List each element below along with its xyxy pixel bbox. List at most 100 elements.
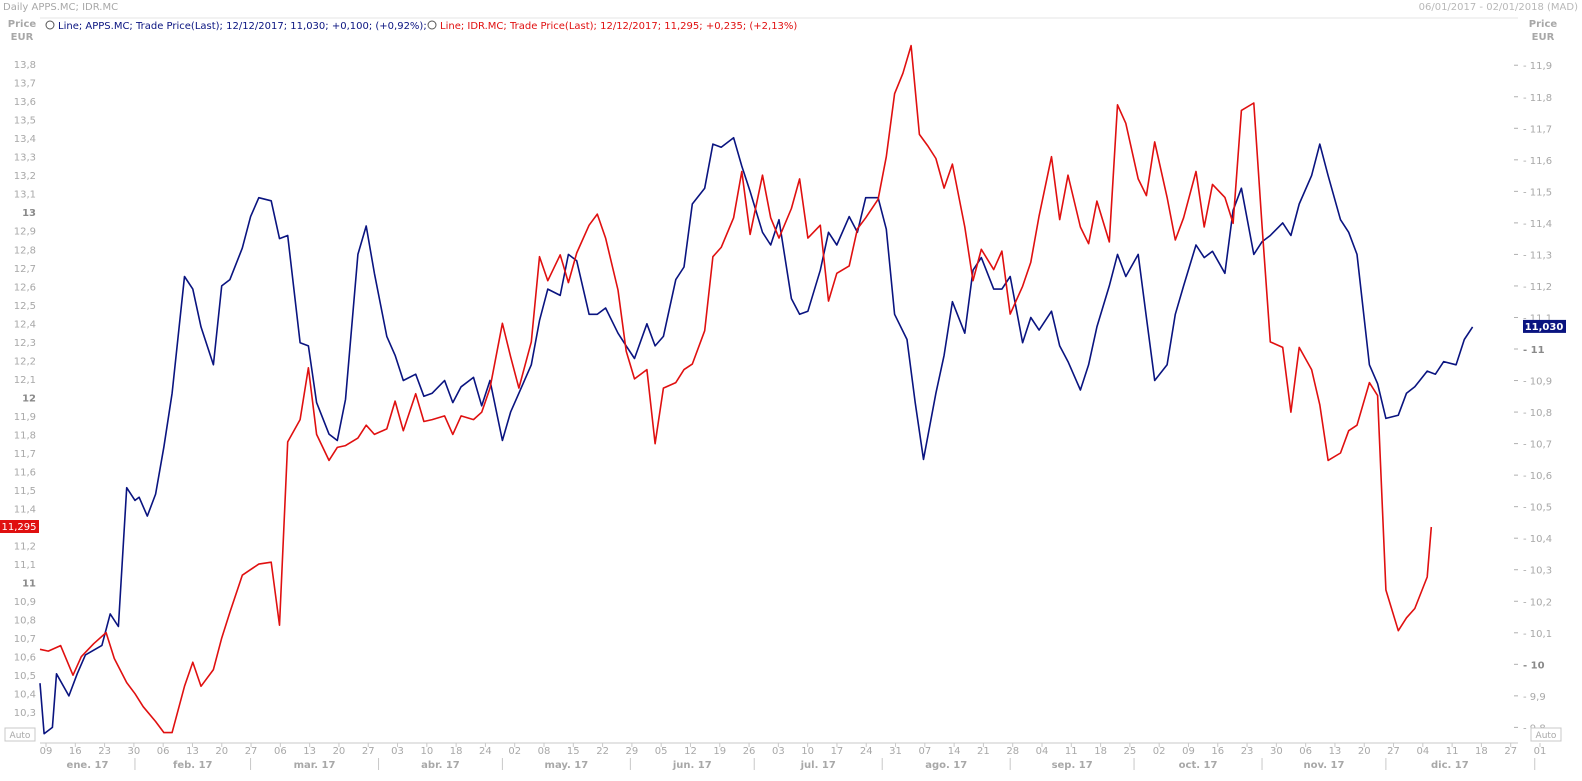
- right-auto-button[interactable]: Auto: [1530, 727, 1562, 742]
- left-tick-label: 12,2: [14, 356, 36, 367]
- right-tick-label: - 10,5: [1523, 503, 1552, 514]
- right-tick-label: - 10,7: [1523, 440, 1552, 451]
- x-tick-label: 30: [1270, 746, 1283, 757]
- right-tick-label: - 10,4: [1523, 534, 1552, 545]
- right-tick-label: - 10,6: [1523, 471, 1552, 482]
- x-tick-label: 09: [40, 746, 53, 757]
- x-tick-label: 25: [1124, 746, 1137, 757]
- x-tick-label: 29: [626, 746, 639, 757]
- left-tick-label: 13: [22, 208, 36, 219]
- x-tick-label: 03: [772, 746, 785, 757]
- right-tick-label: - 11,6: [1523, 156, 1552, 167]
- x-tick-label: 13: [186, 746, 199, 757]
- left-tick-label: 13,6: [14, 97, 36, 108]
- right-tick-label: - 10: [1523, 660, 1545, 671]
- right-tick-label: - 10,3: [1523, 566, 1552, 577]
- x-tick-label: 11: [1446, 746, 1459, 757]
- series-line-idr-mc: [39, 44, 1433, 734]
- x-axis-ticks: 09 16 23 30 06 13 20 27 06 13 20 27 03 10 18 24 02 08 15 22…: [40, 743, 1547, 771]
- month-label: abr. 17: [421, 760, 460, 771]
- left-tick-label: 12,8: [14, 245, 36, 256]
- left-tick-label: 13,4: [14, 134, 36, 145]
- legend-item-apps[interactable]: Line; APPS.MC; Trade Price(Last); 12/12/…: [45, 20, 427, 32]
- x-tick-label: 01: [1534, 746, 1547, 757]
- month-label: oct. 17: [1179, 760, 1218, 771]
- left-auto-button[interactable]: Auto: [4, 727, 36, 742]
- x-tick-label: 12: [684, 746, 697, 757]
- left-tick-label: 12,7: [14, 264, 36, 275]
- left-tick-label: 10,5: [14, 671, 36, 682]
- left-tick-label: 11: [22, 579, 36, 590]
- month-label: jul. 17: [800, 760, 836, 771]
- x-tick-label: 19: [713, 746, 726, 757]
- left-tick-label: 12,4: [14, 319, 36, 330]
- right-axis-ticks: - 9,8- 9,9- 10- 10,1- 10,2- 10,3- 10,4- …: [1514, 61, 1552, 734]
- legend-item-idr[interactable]: Line; IDR.MC; Trade Price(Last); 12/12/2…: [427, 20, 797, 32]
- month-label: ago. 17: [925, 760, 967, 771]
- left-last-value-badge: 11,295: [0, 520, 39, 533]
- x-tick-label: 13: [303, 746, 316, 757]
- chart-header-date-range: 06/01/2017 - 02/01/2018 (MAD): [1419, 2, 1578, 13]
- x-tick-label: 27: [362, 746, 375, 757]
- left-tick-label: 10,7: [14, 634, 36, 645]
- x-tick-label: 18: [1475, 746, 1488, 757]
- x-tick-label: 27: [1504, 746, 1517, 757]
- x-tick-label: 06: [1299, 746, 1312, 757]
- right-tick-label: - 10,1: [1523, 629, 1552, 640]
- left-axis-unit: EUR: [11, 32, 34, 43]
- x-tick-label: 05: [655, 746, 668, 757]
- right-tick-label: - 11,7: [1523, 124, 1552, 135]
- left-last-value-text: 11,295: [2, 522, 37, 533]
- x-tick-label: 06: [274, 746, 287, 757]
- month-label: ene. 17: [67, 760, 109, 771]
- x-tick-label: 04: [1416, 746, 1429, 757]
- series-line-apps-mc: [39, 136, 1474, 735]
- x-tick-label: 27: [245, 746, 258, 757]
- right-tick-label: - 11,8: [1523, 93, 1552, 104]
- right-tick-label: - 11: [1523, 345, 1545, 356]
- legend: Line; APPS.MC; Trade Price(Last); 12/12/…: [45, 20, 797, 32]
- x-tick-label: 20: [333, 746, 346, 757]
- left-axis-title: Price: [8, 19, 37, 30]
- x-tick-label: 04: [1036, 746, 1049, 757]
- x-tick-label: 28: [1006, 746, 1019, 757]
- grid: [40, 17, 1518, 744]
- x-tick-label: 30: [128, 746, 141, 757]
- x-tick-label: 26: [743, 746, 756, 757]
- right-tick-label: - 10,9: [1523, 377, 1552, 388]
- x-tick-label: 16: [1211, 746, 1224, 757]
- left-tick-label: 11,8: [14, 430, 36, 441]
- x-tick-label: 02: [1153, 746, 1166, 757]
- left-tick-label: 11,2: [14, 542, 36, 553]
- x-tick-label: 10: [801, 746, 814, 757]
- x-tick-label: 18: [450, 746, 463, 757]
- month-label: sep. 17: [1052, 760, 1093, 771]
- left-tick-label: 13,8: [14, 60, 36, 71]
- right-tick-label: - 11,9: [1523, 61, 1552, 72]
- left-tick-label: 10,9: [14, 597, 36, 608]
- left-tick-label: 10,4: [14, 690, 36, 701]
- left-tick-label: 11,7: [14, 449, 36, 460]
- x-tick-label: 27: [1387, 746, 1400, 757]
- x-tick-label: 15: [567, 746, 580, 757]
- left-tick-label: 13,5: [14, 116, 36, 127]
- x-tick-label: 31: [889, 746, 902, 757]
- x-tick-label: 21: [977, 746, 990, 757]
- left-tick-label: 12: [22, 393, 36, 404]
- series-layer: [39, 44, 1474, 735]
- x-tick-label: 09: [1182, 746, 1195, 757]
- x-tick-label: 13: [1329, 746, 1342, 757]
- left-tick-label: 11,6: [14, 467, 36, 478]
- right-tick-label: - 11,3: [1523, 250, 1552, 261]
- month-label: nov. 17: [1304, 760, 1345, 771]
- x-tick-label: 23: [1241, 746, 1254, 757]
- left-tick-label: 12,6: [14, 282, 36, 293]
- right-axis-title: Price: [1529, 19, 1558, 30]
- right-axis-unit: EUR: [1532, 32, 1555, 43]
- chart-header-title: Daily APPS.MC; IDR.MC: [3, 2, 118, 13]
- legend-text-apps: Line; APPS.MC; Trade Price(Last); 12/12/…: [58, 21, 427, 32]
- right-last-value-text: 11,030: [1525, 322, 1564, 333]
- month-label: jun. 17: [672, 760, 712, 771]
- left-tick-label: 11,4: [14, 505, 36, 516]
